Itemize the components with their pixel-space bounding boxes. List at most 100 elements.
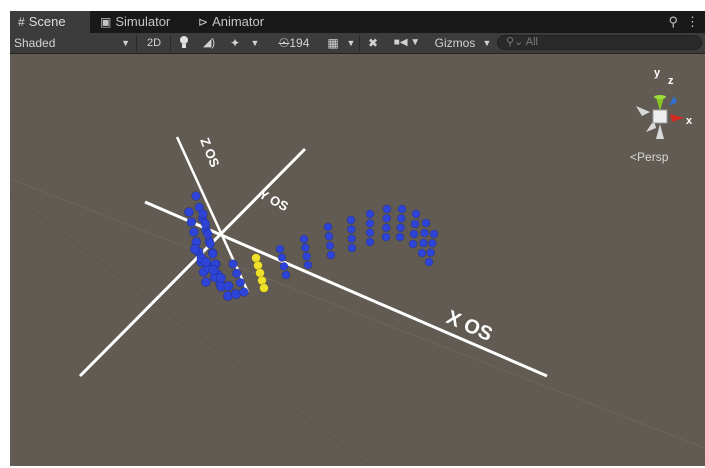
sphere[interactable] bbox=[191, 191, 201, 201]
sphere[interactable] bbox=[231, 268, 242, 279]
gizmo-neg-y-cone[interactable] bbox=[656, 124, 664, 139]
sphere[interactable] bbox=[239, 287, 249, 297]
sphere[interactable] bbox=[426, 248, 435, 257]
sphere[interactable] bbox=[421, 218, 431, 228]
sphere[interactable] bbox=[302, 252, 311, 261]
sphere[interactable] bbox=[382, 223, 391, 232]
sphere[interactable] bbox=[235, 277, 246, 288]
sphere[interactable] bbox=[208, 264, 219, 276]
tab-animator[interactable]: ⊳ Animator bbox=[198, 11, 264, 33]
sphere[interactable] bbox=[223, 280, 234, 292]
sphere[interactable] bbox=[419, 238, 428, 248]
sphere[interactable] bbox=[215, 272, 227, 284]
hidden-objects-toggle[interactable]: ☉194 bbox=[266, 35, 322, 51]
y-axis-line bbox=[78, 147, 307, 378]
sphere[interactable] bbox=[409, 229, 419, 239]
sphere[interactable] bbox=[324, 232, 334, 241]
grid-icon[interactable]: ▦ bbox=[327, 36, 339, 50]
chevron-down-icon[interactable]: ▼ bbox=[346, 38, 356, 48]
sphere[interactable] bbox=[275, 244, 285, 254]
sphere[interactable] bbox=[410, 219, 420, 229]
sphere[interactable] bbox=[347, 225, 356, 234]
sphere[interactable] bbox=[365, 228, 375, 237]
sphere[interactable] bbox=[365, 237, 375, 247]
sphere[interactable] bbox=[303, 260, 313, 270]
lock-icon[interactable]: ⚲ bbox=[668, 14, 678, 29]
search-input[interactable]: ⚲⌄ All bbox=[497, 35, 702, 50]
sphere[interactable] bbox=[189, 243, 201, 255]
sphere[interactable] bbox=[397, 204, 407, 214]
tab-bar: # Scene ▣ Simulator ⊳ Animator ⚲ ⋮ bbox=[10, 11, 705, 33]
yellow-sphere-group[interactable] bbox=[251, 253, 269, 293]
gizmo-y-cone[interactable] bbox=[656, 97, 664, 111]
sphere[interactable] bbox=[186, 217, 197, 227]
gizmo-y-label: y bbox=[654, 67, 661, 79]
sphere[interactable] bbox=[323, 222, 333, 232]
gizmo-x-label: x bbox=[686, 115, 693, 127]
gizmos-button[interactable]: Gizmos bbox=[434, 36, 476, 50]
sphere[interactable] bbox=[203, 229, 213, 239]
sphere[interactable] bbox=[424, 257, 434, 267]
sphere[interactable] bbox=[347, 234, 356, 243]
sphere[interactable] bbox=[381, 232, 391, 242]
divider bbox=[359, 35, 360, 51]
sphere[interactable] bbox=[428, 239, 437, 248]
sphere[interactable] bbox=[228, 259, 238, 269]
search-icon: ⚲⌄ bbox=[506, 36, 524, 48]
sphere[interactable] bbox=[301, 243, 310, 252]
sphere[interactable] bbox=[198, 209, 208, 219]
blue-sphere-group[interactable] bbox=[184, 191, 439, 302]
sphere[interactable] bbox=[397, 214, 406, 223]
sphere[interactable] bbox=[184, 207, 194, 217]
chevron-down-icon[interactable]: ▼ bbox=[250, 38, 260, 48]
sphere[interactable] bbox=[277, 253, 287, 262]
toggle-2d-button[interactable]: 2D bbox=[146, 37, 162, 49]
lightbulb-icon[interactable] bbox=[175, 35, 193, 51]
sphere[interactable] bbox=[382, 204, 392, 214]
grid-line bbox=[10, 193, 371, 466]
sphere[interactable] bbox=[429, 229, 439, 239]
gizmo-z-cone[interactable] bbox=[669, 96, 677, 106]
sphere[interactable] bbox=[230, 288, 242, 300]
tab-simulator[interactable]: ▣ Simulator bbox=[100, 11, 170, 33]
sphere[interactable] bbox=[396, 223, 405, 232]
shading-mode-select[interactable]: Shaded ▼ bbox=[14, 35, 132, 51]
sphere[interactable] bbox=[200, 219, 211, 229]
sphere[interactable] bbox=[205, 239, 215, 249]
sphere[interactable] bbox=[281, 270, 291, 280]
speaker-icon[interactable]: ◢) bbox=[202, 37, 216, 49]
sphere[interactable] bbox=[395, 232, 405, 242]
chevron-down-icon[interactable]: ▼ bbox=[482, 38, 492, 48]
gizmo-center-cube[interactable] bbox=[652, 109, 668, 124]
sphere[interactable] bbox=[382, 214, 391, 223]
camera-icon[interactable]: ■◀ ▼ bbox=[393, 37, 421, 48]
effects-icon[interactable]: ✦ bbox=[229, 36, 241, 50]
sphere[interactable] bbox=[208, 249, 218, 259]
sphere[interactable] bbox=[417, 248, 427, 258]
sphere[interactable] bbox=[326, 250, 336, 260]
sphere[interactable] bbox=[365, 209, 375, 219]
orientation-gizmo[interactable]: y z x bbox=[636, 67, 693, 139]
sphere[interactable] bbox=[299, 234, 309, 244]
sphere[interactable] bbox=[346, 215, 356, 225]
gizmo-x-cone[interactable] bbox=[670, 114, 684, 122]
tab-scene-label: Scene bbox=[28, 14, 66, 29]
sphere[interactable] bbox=[200, 256, 212, 268]
sphere[interactable] bbox=[188, 227, 199, 237]
sphere[interactable] bbox=[259, 283, 269, 293]
sphere[interactable] bbox=[420, 228, 429, 238]
sphere[interactable] bbox=[325, 241, 335, 250]
sphere[interactable] bbox=[365, 219, 375, 228]
scene-viewport[interactable]: X OS Y OS Z OS y z x <Persp bbox=[10, 54, 705, 466]
projection-toggle[interactable]: <Persp bbox=[630, 150, 668, 164]
more-menu-icon[interactable]: ⋮ bbox=[686, 14, 699, 29]
tab-scene[interactable]: # Scene bbox=[10, 11, 90, 33]
sphere[interactable] bbox=[201, 277, 211, 287]
gizmo-neg-x-cone[interactable] bbox=[636, 106, 650, 116]
sphere[interactable] bbox=[279, 262, 289, 271]
sphere[interactable] bbox=[408, 239, 418, 249]
sphere[interactable] bbox=[347, 243, 357, 253]
tools-icon[interactable]: ✖ bbox=[367, 36, 379, 50]
sphere[interactable] bbox=[411, 209, 421, 219]
z-axis-label: Z OS bbox=[197, 136, 222, 170]
